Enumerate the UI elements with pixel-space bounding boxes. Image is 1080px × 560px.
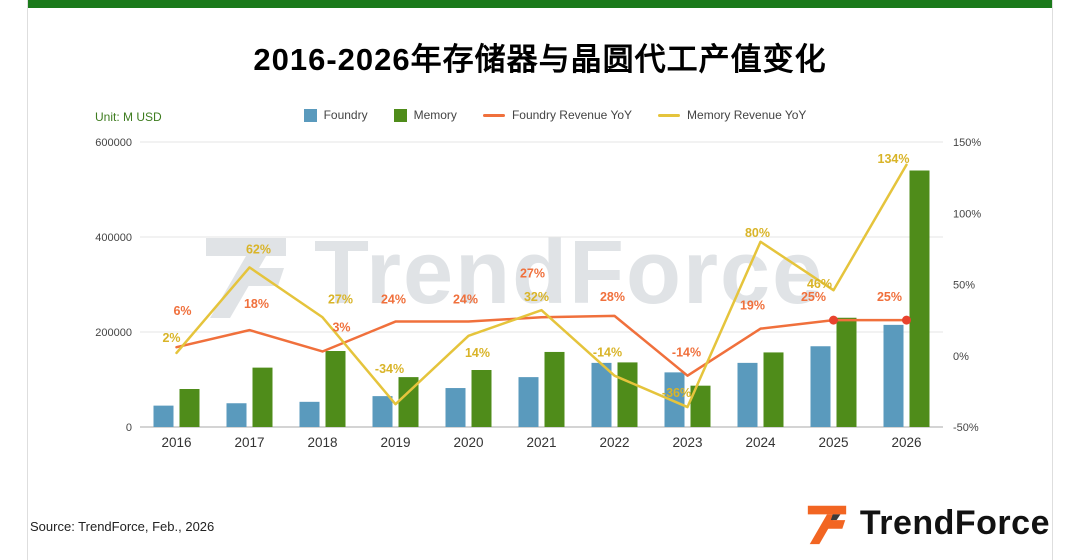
label-memory-revenue-yoy-2025: 46%	[807, 277, 832, 291]
bar-memory-2021	[544, 351, 565, 427]
x-label-2021: 2021	[526, 435, 556, 450]
bar-memory-2016	[179, 389, 200, 427]
label-memory-revenue-yoy-2019: -34%	[375, 362, 404, 376]
x-label-2019: 2019	[380, 435, 410, 450]
bar-foundry-2019	[372, 396, 393, 427]
label-memory-revenue-yoy-2017: 62%	[246, 242, 271, 256]
right-axis-label--50: -50%	[953, 422, 979, 434]
x-label-2018: 2018	[307, 435, 337, 450]
page-title: 2016-2026年存储器与晶圆代工产值变化	[253, 42, 827, 77]
x-label-2023: 2023	[672, 435, 702, 450]
bar-foundry-2016	[153, 405, 174, 427]
line-foundry-revenue-yoy	[175, 314, 908, 377]
right-edge-line	[1052, 0, 1053, 560]
bar-foundry-2020	[445, 388, 466, 427]
label-foundry-revenue-yoy-2022: 28%	[600, 290, 625, 304]
bar-memory-2020	[471, 370, 492, 427]
right-axis-label-0: 0%	[953, 351, 969, 363]
label-foundry-revenue-yoy-2020: 24%	[453, 293, 478, 307]
marker-foundry-revenue-yoy-2026	[902, 315, 911, 325]
foundry-swatch-icon	[303, 108, 317, 122]
label-foundry-revenue-yoy-2025: 25%	[801, 290, 826, 304]
label-memory-revenue-yoy-2018: 27%	[328, 292, 353, 306]
watermark: TrendForce	[198, 222, 824, 325]
line-memory-revenue-yoy	[175, 163, 908, 409]
bar-foundry-2021	[518, 377, 539, 427]
memory-revenue-yoy-swatch-icon	[658, 113, 681, 117]
label-memory-revenue-yoy-2024: 80%	[745, 226, 770, 240]
label-foundry-revenue-yoy-2018: 3%	[332, 320, 350, 334]
foundry-revenue-yoy-swatch-icon	[482, 113, 505, 117]
trendforce-logo: TrendForce	[804, 500, 1050, 546]
bar-memory-2018	[325, 351, 346, 427]
x-label-2025: 2025	[818, 435, 848, 450]
label-foundry-revenue-yoy-2021: 27%	[520, 266, 545, 280]
marker-foundry-revenue-yoy-2025	[829, 315, 838, 325]
x-label-2017: 2017	[234, 435, 264, 450]
label-foundry-revenue-yoy-2019: 24%	[381, 293, 406, 307]
legend-item-memory: Memory	[393, 108, 457, 122]
x-label-2024: 2024	[745, 435, 776, 450]
bar-memory-2026	[909, 170, 930, 427]
bar-memory-2025	[836, 317, 857, 427]
watermark-text: TrendForce	[314, 223, 825, 323]
legend-item-foundry-revenue-yoy: Foundry Revenue YoY	[482, 108, 633, 122]
bar-memory-2017	[252, 367, 273, 427]
bar-memory-2024	[763, 352, 784, 427]
legend-item-memory-revenue-yoy: Memory Revenue YoY	[658, 108, 806, 122]
memory-swatch-icon	[393, 108, 407, 122]
trendforce-watermark-logo-icon	[206, 237, 286, 318]
label-memory-revenue-yoy-2020: 14%	[465, 346, 490, 360]
bar-foundry-2022	[591, 362, 612, 427]
bar-foundry-2026	[883, 324, 904, 427]
left-axis-label-400000: 400000	[95, 232, 132, 244]
bar-foundry-2017	[226, 403, 247, 427]
x-label-2022: 2022	[599, 435, 629, 450]
label-memory-revenue-yoy-2026: 134%	[878, 152, 910, 166]
trendforce-logo-icon	[807, 505, 846, 545]
bar-foundry-2023	[664, 372, 685, 427]
label-memory-revenue-yoy-2023: -36%	[662, 386, 691, 400]
legend-label: Foundry	[323, 108, 368, 122]
label-memory-revenue-yoy-2022: -14%	[593, 346, 622, 360]
x-label-2026: 2026	[891, 435, 921, 450]
label-foundry-revenue-yoy-2016: 6%	[173, 304, 191, 318]
label-memory-revenue-yoy-2021: 32%	[524, 290, 549, 304]
left-axis-label-600000: 600000	[95, 137, 132, 149]
left-edge-line	[27, 0, 28, 560]
bar-memory-2022	[617, 362, 638, 427]
label-foundry-revenue-yoy-2023: -14%	[672, 346, 701, 360]
left-axis-label-0: 0	[126, 422, 132, 434]
left-axis-label-200000: 200000	[95, 327, 132, 339]
x-label-2020: 2020	[453, 435, 483, 450]
bar-foundry-2024	[737, 362, 758, 427]
bar-foundry-2018	[299, 401, 320, 427]
brand-name: TrendForce	[859, 503, 1050, 542]
label-foundry-revenue-yoy-2026: 25%	[877, 290, 902, 304]
legend-label: Foundry Revenue YoY	[511, 108, 633, 122]
label-foundry-revenue-yoy-2017: 18%	[244, 297, 269, 311]
bar-memory-2023	[690, 385, 711, 427]
label-foundry-revenue-yoy-2024: 19%	[740, 299, 765, 313]
legend: Foundry Memory Foundry Revenue YoY Memory R…	[140, 108, 970, 122]
source-note: Source: TrendForce, Feb., 2026	[30, 519, 215, 534]
x-label-2016: 2016	[161, 435, 191, 450]
legend-label: Memory Revenue YoY	[687, 108, 807, 122]
right-axis-label-150: 150%	[953, 137, 981, 149]
right-axis-label-50: 50%	[953, 280, 975, 292]
bar-foundry-2025	[810, 346, 831, 427]
top-accent-bar	[28, 0, 1052, 8]
legend-item-foundry: Foundry	[303, 108, 368, 122]
legend-label: Memory	[413, 108, 457, 122]
bar-memory-2019	[398, 377, 419, 427]
right-axis-label-100: 100%	[953, 208, 981, 220]
label-memory-revenue-yoy-2016: 2%	[162, 331, 180, 345]
unit-label: Unit: M USD	[95, 110, 162, 124]
